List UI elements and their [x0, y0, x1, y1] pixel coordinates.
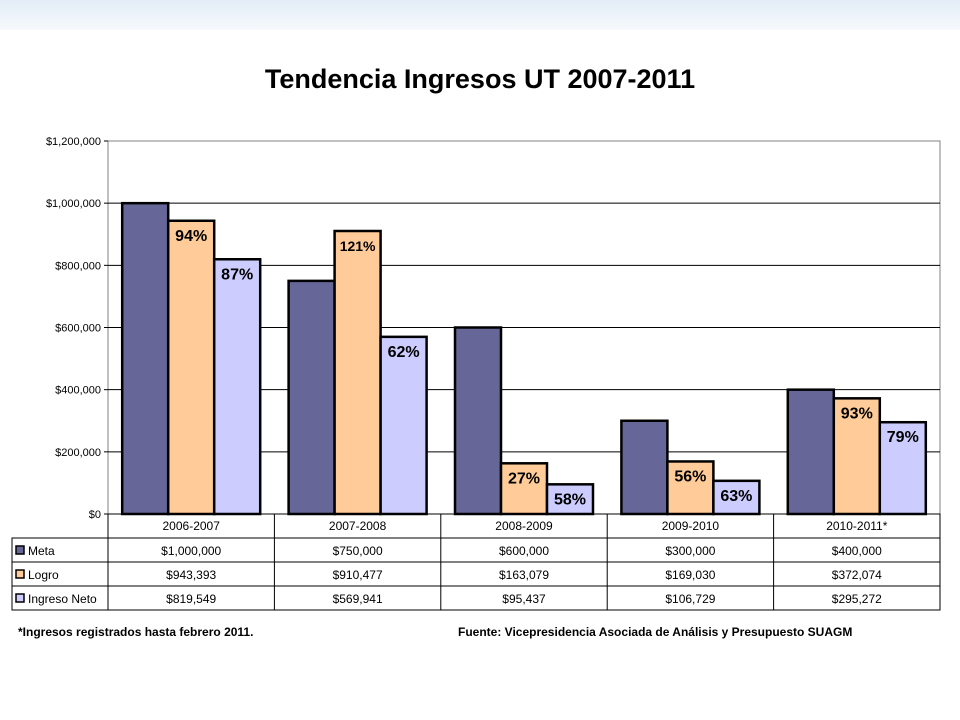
- bar-data-label: 56%: [674, 468, 706, 485]
- table-cell: $106,729: [665, 592, 715, 606]
- category-label: 2007-2008: [329, 519, 387, 533]
- legend-label: Meta: [28, 544, 55, 558]
- table-cell: $1,000,000: [161, 544, 221, 558]
- bar-logro: [666, 460, 715, 516]
- table-cell: $943,393: [166, 568, 216, 582]
- category-label: 2006-2007: [163, 519, 221, 533]
- table-cell: $400,000: [832, 544, 882, 558]
- table-cell: $295,272: [832, 592, 882, 606]
- source-note: Fuente: Vicepresidencia Asociada de Anál…: [458, 625, 852, 639]
- table-cell: $163,079: [499, 568, 549, 582]
- y-tick-label: $200,000: [55, 447, 101, 459]
- bar-meta: [786, 388, 836, 516]
- bar-ingreso-neto: [545, 483, 595, 516]
- bar-ingreso-neto: [212, 258, 262, 516]
- chart-title: Tendencia Ingresos UT 2007-2011: [265, 64, 695, 94]
- bar-data-label: 94%: [175, 228, 207, 245]
- legend-swatch: [15, 545, 25, 555]
- footnote: *Ingresos registrados hasta febrero 2011…: [18, 625, 253, 639]
- y-tick-label: $1,000,000: [46, 198, 101, 210]
- table-cell: $372,074: [832, 568, 882, 582]
- legend-swatch: [15, 569, 25, 579]
- table-cell: $300,000: [665, 544, 715, 558]
- bar-data-label: 58%: [554, 491, 586, 508]
- bar-logro: [333, 229, 382, 516]
- category-label: 2009-2010: [662, 519, 720, 533]
- bar-meta: [453, 326, 503, 516]
- bar-meta: [120, 201, 170, 516]
- table-cell: $569,941: [333, 592, 383, 606]
- bar-data-label: 62%: [388, 344, 420, 361]
- bar-ingreso-neto: [379, 335, 428, 516]
- y-tick-label: $0: [89, 509, 101, 521]
- category-label: 2010-2011*: [826, 519, 887, 533]
- bar-meta: [287, 279, 336, 516]
- y-tick-label: $800,000: [55, 260, 101, 272]
- bar-data-label: 93%: [841, 405, 873, 422]
- bar-logro: [166, 219, 216, 516]
- category-label: 2008-2009: [495, 519, 553, 533]
- table-cell: $750,000: [333, 544, 383, 558]
- bar-data-label: 27%: [508, 470, 540, 487]
- legend-swatch: [15, 593, 25, 603]
- legend-label: Ingreso Neto: [28, 592, 97, 606]
- bar-data-label: 87%: [221, 266, 253, 283]
- bar-data-label: 63%: [720, 488, 752, 505]
- table-cell: $600,000: [499, 544, 549, 558]
- table-cell: $169,030: [665, 568, 715, 582]
- y-tick-label: $400,000: [55, 385, 101, 397]
- y-tick-label: $600,000: [55, 323, 101, 335]
- table-cell: $95,437: [502, 592, 546, 606]
- table-cell: $910,477: [333, 568, 383, 582]
- top-gradient-band: [0, 0, 960, 30]
- bar-data-label: 121%: [340, 238, 376, 254]
- table-cell: $819,549: [166, 592, 216, 606]
- y-tick-label: $1,200,000: [46, 136, 101, 148]
- bar-data-label: 79%: [887, 429, 919, 446]
- bar-meta: [620, 419, 669, 516]
- legend-label: Logro: [28, 568, 59, 582]
